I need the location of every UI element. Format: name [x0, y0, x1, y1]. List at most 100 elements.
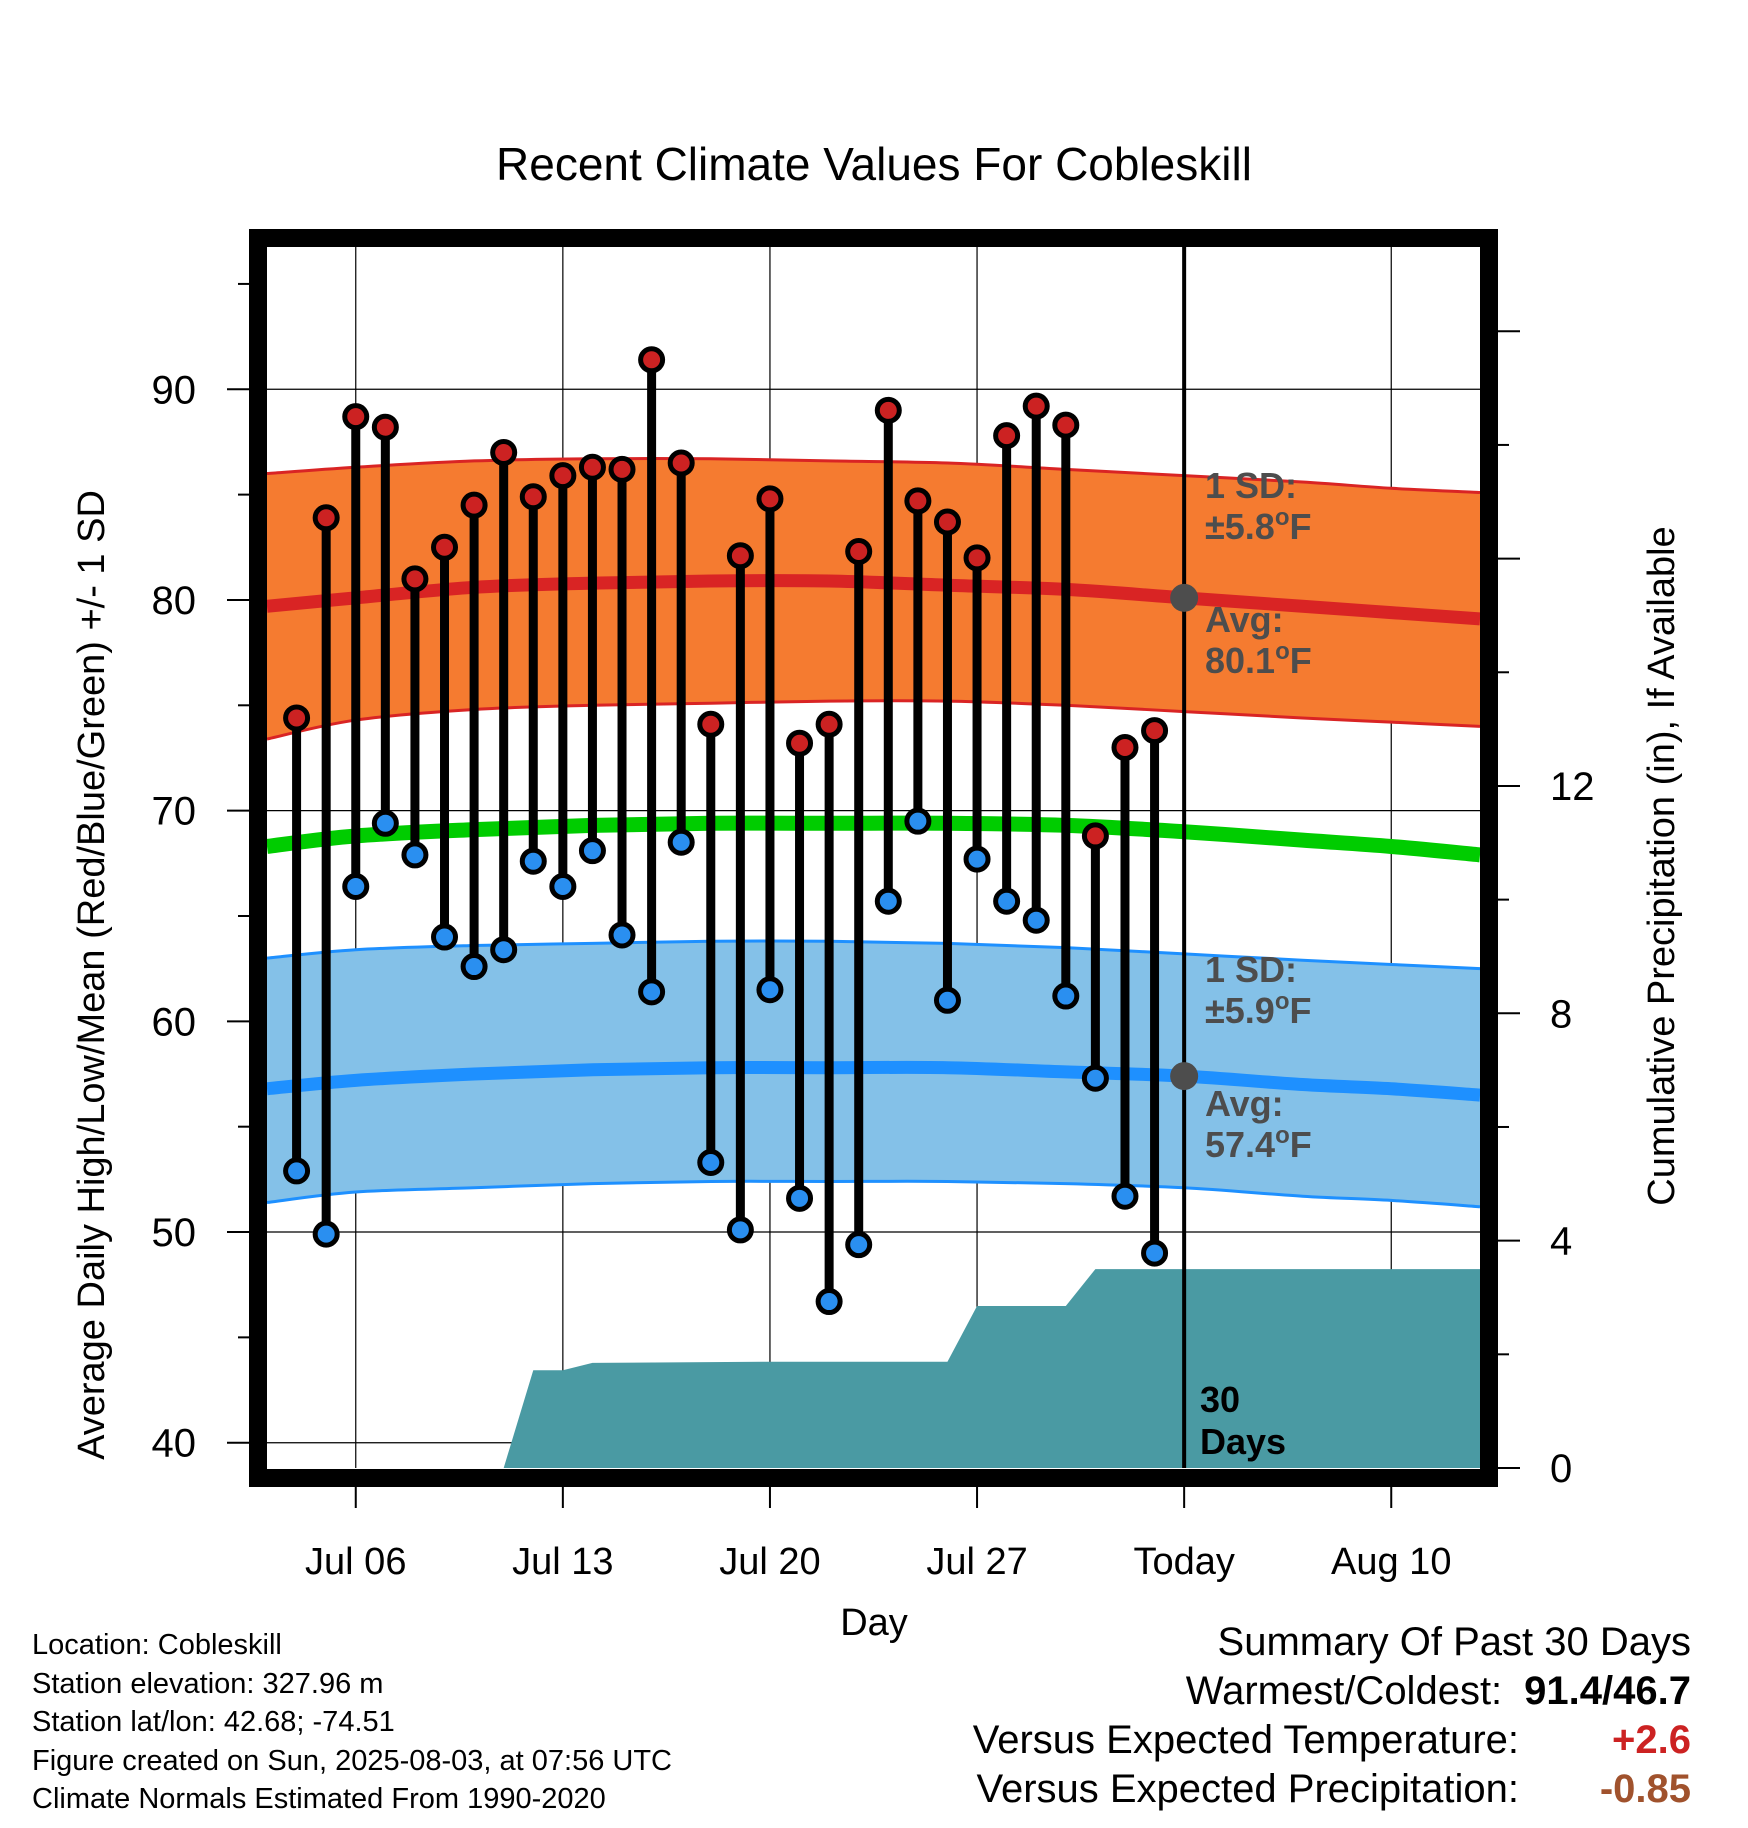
x-tick-label: Jul 13: [512, 1541, 613, 1583]
high-sd-annotation-unit: F: [1289, 506, 1311, 547]
daily-high-point: [345, 406, 367, 428]
low-avg-annotation-label: Avg:: [1205, 1083, 1284, 1124]
daily-low-point: [670, 831, 692, 853]
daily-high-point: [581, 456, 603, 478]
daily-low-point: [641, 981, 663, 1003]
daily-high-point: [877, 399, 899, 421]
low-avg-annotation-unit: F: [1290, 1124, 1312, 1165]
y-axis-label: Average Daily High/Low/Mean (Red/Blue/Gr…: [71, 490, 113, 1460]
info-latlon: Station lat/lon: 42.68; -74.51: [32, 1703, 672, 1742]
daily-low-point: [1055, 985, 1077, 1007]
daily-low-point: [315, 1223, 337, 1245]
summary-title: Summary Of Past 30 Days: [973, 1618, 1691, 1667]
x-tick-label: Jul 06: [305, 1541, 406, 1583]
x-tick-label: Jul 20: [719, 1541, 820, 1583]
y-tick-label: 80: [152, 579, 197, 623]
summary-warmest-coldest-label: Warmest/Coldest:: [1186, 1669, 1502, 1713]
daily-high-point: [611, 458, 633, 480]
daily-low-point: [1025, 909, 1047, 931]
high-sd-annotation: 1 SD:±5.8oF: [1205, 465, 1311, 547]
high-avg-annotation-unit: F: [1290, 640, 1312, 681]
summary-temp-value: +2.6: [1541, 1716, 1691, 1765]
daily-high-point: [641, 349, 663, 371]
daily-low-point: [966, 848, 988, 870]
daily-high-point: [1084, 825, 1106, 847]
info-normals: Climate Normals Estimated From 1990-2020: [32, 1780, 672, 1819]
summary-warmest-coldest: Warmest/Coldest: 91.4/46.7: [973, 1667, 1691, 1716]
y-tick-label: 60: [152, 1000, 197, 1044]
high-sd-annotation-value: ±5.8oF: [1205, 504, 1311, 547]
low-sd-annotation-degree: o: [1275, 988, 1290, 1015]
daily-low-point: [1114, 1185, 1136, 1207]
x-tick-label: Aug 10: [1331, 1541, 1451, 1583]
daily-high-point: [936, 511, 958, 533]
info-location: Location: Cobleskill: [32, 1626, 672, 1665]
y-tick-label: 70: [152, 790, 197, 834]
daily-high-point: [996, 425, 1018, 447]
daily-high-point: [404, 568, 426, 590]
high-avg-annotation-degree: o: [1275, 638, 1290, 665]
daily-low-point: [729, 1219, 751, 1241]
chart-title: Recent Climate Values For Cobleskill: [496, 138, 1252, 190]
high-avg-annotation-value-number: 80.1: [1205, 640, 1275, 681]
high-sd-annotation-degree: o: [1275, 504, 1290, 531]
daily-low-point: [907, 810, 929, 832]
daily-high-point: [522, 486, 544, 508]
daily-high-point: [848, 541, 870, 563]
daily-high-point: [286, 707, 308, 729]
daily-low-point: [611, 924, 633, 946]
y2-tick-label: 12: [1550, 765, 1595, 809]
summary-temp-label: Versus Expected Temperature:: [973, 1718, 1519, 1762]
daily-low-point: [463, 956, 485, 978]
station-info: Location: Cobleskill Station elevation: …: [32, 1626, 672, 1819]
daily-high-point: [818, 713, 840, 735]
daily-high-point: [966, 547, 988, 569]
window-days-number: 30: [1200, 1379, 1240, 1420]
daily-high-point: [434, 536, 456, 558]
daily-high-point: [729, 545, 751, 567]
summary-precip-value: -0.85: [1541, 1765, 1691, 1814]
daily-low-point: [700, 1152, 722, 1174]
daily-low-point: [759, 979, 781, 1001]
high-sd-annotation-label: 1 SD:: [1205, 465, 1297, 506]
daily-low-point: [1084, 1067, 1106, 1089]
y-tick-label: 90: [152, 368, 197, 412]
x-tick-label: Today: [1133, 1541, 1234, 1583]
daily-high-point: [670, 452, 692, 474]
daily-low-point: [996, 890, 1018, 912]
today-high-normal-marker: [1170, 584, 1198, 612]
daily-high-point: [1144, 720, 1166, 742]
x-tick-label: Jul 27: [926, 1541, 1027, 1583]
daily-high-point: [463, 494, 485, 516]
daily-low-point: [522, 850, 544, 872]
climate-chart: Recent Climate Values For Cobleskill 1 S…: [0, 0, 1748, 1828]
daily-high-point: [1055, 414, 1077, 436]
daily-low-point: [936, 989, 958, 1011]
high-avg-annotation-label: Avg:: [1205, 599, 1284, 640]
low-avg-annotation-value: 57.4oF: [1205, 1122, 1312, 1165]
low-sd-annotation-value: ±5.9oF: [1205, 988, 1311, 1031]
daily-low-point: [286, 1160, 308, 1182]
y-tick-label: 40: [152, 1422, 197, 1466]
daily-high-point: [1114, 736, 1136, 758]
daily-high-point: [759, 488, 781, 510]
daily-high-point: [700, 713, 722, 735]
daily-high-point: [907, 490, 929, 512]
low-sd-annotation-label: 1 SD:: [1205, 949, 1297, 990]
low-sd-annotation-unit: F: [1289, 990, 1311, 1031]
window-days-text: Days: [1200, 1421, 1286, 1462]
y-tick-label: 50: [152, 1211, 197, 1255]
daily-low-point: [818, 1291, 840, 1313]
high-avg-annotation-value: 80.1oF: [1205, 638, 1312, 681]
daily-low-point: [789, 1187, 811, 1209]
info-elevation: Station elevation: 327.96 m: [32, 1665, 672, 1704]
daily-high-point: [315, 507, 337, 529]
high-sd-annotation-value-number: ±5.8: [1205, 506, 1275, 547]
daily-low-point: [493, 939, 515, 961]
low-sd-annotation-value-number: ±5.9: [1205, 990, 1275, 1031]
daily-high-point: [493, 441, 515, 463]
low-avg-annotation-degree: o: [1275, 1122, 1290, 1149]
daily-high-point: [552, 465, 574, 487]
daily-low-point: [404, 844, 426, 866]
